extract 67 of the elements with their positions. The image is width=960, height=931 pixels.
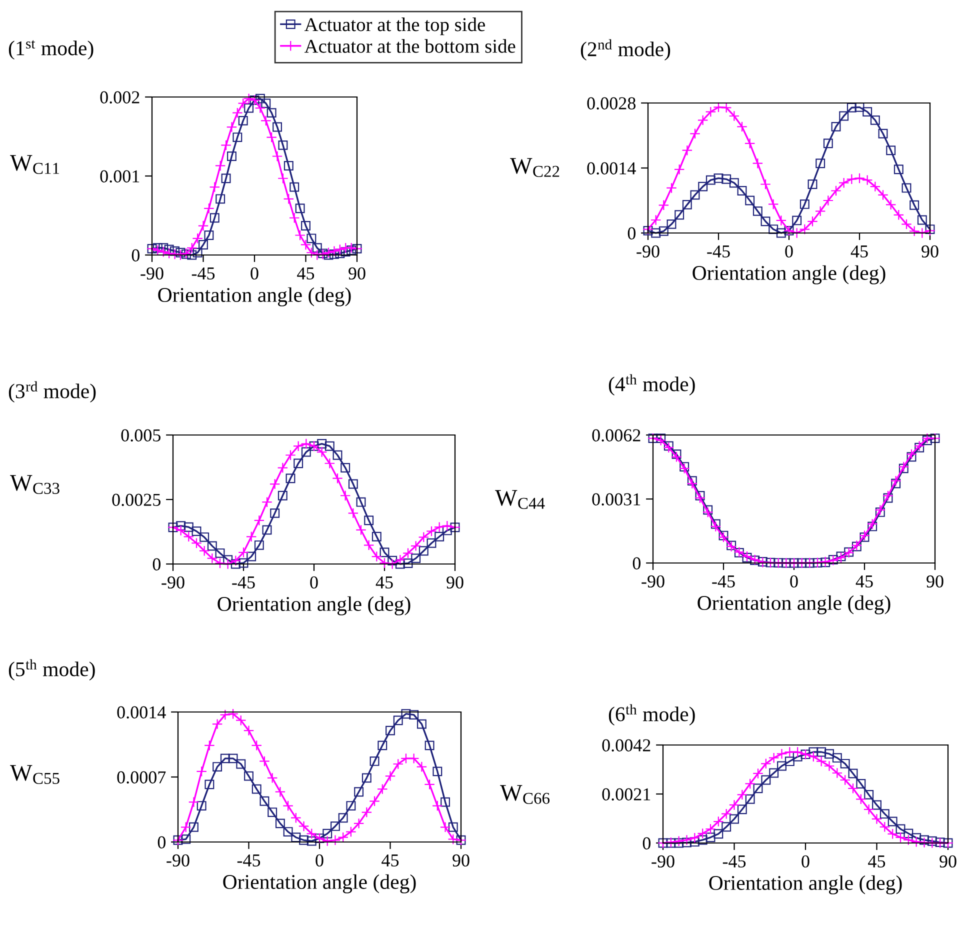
x-tick-label: -45 [192,267,215,280]
y-tick-label: 0.0028 [587,97,636,110]
x-tick-label: -45 [712,575,735,588]
x-tick-label: -90 [166,854,190,867]
y-tick-label: 0.0014 [117,706,166,719]
x-tick-label: -90 [162,576,184,589]
y-tick-label: 0 [632,557,641,570]
x-tick-label: 90 [446,576,464,589]
y-tick-label: 0.0014 [587,162,636,175]
y-tick-label: 0.001 [100,170,140,183]
y-axis-title: W$_{C66}$ [500,785,550,804]
y-tick-label: 0.0042 [602,739,650,752]
y-tick-label: 0 [158,836,166,848]
x-axis-title: Orientation angle (deg) [692,265,886,284]
x-axis-title: Orientation angle (deg) [223,874,416,894]
chart-title: (2$^{nd}$ mode) [580,39,670,61]
y-tick-label: 0 [642,837,651,850]
y-tick-label: 0.002 [100,91,140,104]
y-axis-title: W$_{C33}$ [10,475,60,494]
x-tick-label: -90 [140,267,164,280]
x-tick-label: 45 [856,575,873,588]
x-tick-label: -90 [642,575,664,588]
legend-label: Actuator at the bottom side [304,39,516,53]
x-axis-title: Orientation angle (deg) [218,596,410,616]
x-tick-label: 90 [452,854,470,867]
legend-label: Actuator at the top side [304,18,485,36]
y-tick-label: 0.0021 [602,788,650,801]
chart-title: (3$^{rd}$ mode) [8,381,96,403]
x-tick-label: 0 [802,855,810,868]
y-tick-label: 0.0062 [592,429,640,442]
y-tick-label: 0 [628,227,636,240]
chart-title: (1$^{st}$ mode) [8,40,94,60]
y-axis-title: W$_{C55}$ [10,765,60,784]
x-tick-label: -45 [232,576,255,589]
x-tick-label: 45 [868,855,886,868]
y-tick-label: 0 [152,558,161,570]
chart-title: (4$^{th}$ mode) [608,374,695,396]
x-tick-label: 90 [348,267,366,280]
x-tick-label: 0 [790,575,798,588]
x-tick-label: 90 [926,575,944,588]
x-tick-label: -90 [652,855,674,868]
x-tick-label: -45 [237,854,260,867]
y-tick-label: 0.005 [121,429,160,442]
chart-title: (6$^{th}$ mode) [608,704,695,726]
chart-title: (5$^{th}$ mode) [8,659,95,681]
x-tick-label: 45 [850,245,868,258]
x-tick-label: -45 [722,855,746,868]
x-tick-label: 0 [250,267,258,280]
y-tick-label: 0.0025 [112,494,160,506]
x-tick-label: 90 [922,245,938,258]
x-tick-label: -45 [707,245,730,258]
x-tick-label: 45 [297,267,314,280]
y-axis-title: W$_{C11}$ [10,155,60,174]
y-tick-label: 0.0031 [592,493,640,506]
x-tick-label: 0 [785,245,793,258]
x-tick-label: 0 [316,854,324,867]
x-axis-title: Orientation angle (deg) [158,287,351,306]
x-tick-label: 0 [310,576,318,589]
x-axis-title: Orientation angle (deg) [709,875,902,894]
y-tick-label: 0.0007 [117,771,166,784]
x-tick-label: 45 [382,854,399,867]
x-axis-title: Orientation angle (deg) [698,595,890,614]
x-tick-label: 90 [940,855,956,868]
x-tick-label: -90 [636,245,660,258]
y-axis-title: W$_{C44}$ [495,490,545,509]
x-tick-label: 45 [376,576,393,589]
y-axis-title: W$_{C22}$ [510,158,560,177]
